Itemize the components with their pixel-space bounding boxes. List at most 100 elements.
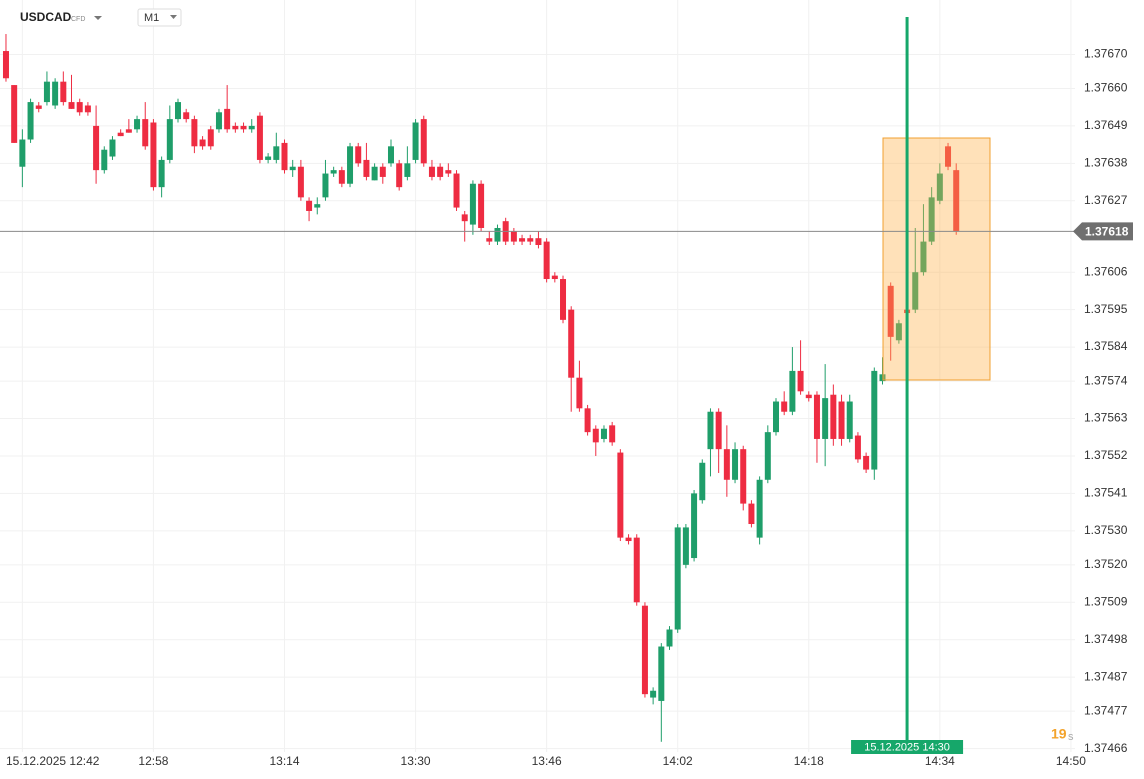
candle-body	[846, 401, 853, 439]
x-tick-label: 13:30	[401, 754, 431, 768]
candle-body	[781, 401, 788, 412]
candle-body	[150, 122, 157, 188]
candle-body	[658, 646, 665, 701]
x-tick-label: 14:02	[663, 754, 693, 768]
candle-body	[813, 394, 820, 439]
x-tick-label: 13:14	[269, 754, 299, 768]
y-tick-label: 1.37552	[1084, 448, 1128, 462]
candle-body	[478, 183, 485, 228]
candle-body	[600, 428, 607, 439]
candle-body	[84, 105, 91, 113]
candle-body	[592, 428, 599, 443]
candle-body	[920, 241, 927, 273]
candle-body	[125, 129, 132, 133]
candle-body	[27, 102, 34, 140]
candle-body	[428, 166, 435, 177]
candle-body	[469, 183, 476, 225]
candle-body	[2, 51, 9, 79]
candle-body	[134, 119, 141, 130]
candle-body	[240, 125, 247, 130]
y-tick-label: 1.37530	[1084, 523, 1128, 537]
candle-body	[117, 132, 124, 137]
candle-body	[420, 119, 427, 164]
y-tick-label: 1.37638	[1084, 156, 1128, 170]
candle-body	[109, 139, 116, 157]
candle-body	[412, 122, 419, 160]
candle-body	[519, 238, 526, 242]
candle-body	[609, 425, 616, 443]
candle-body	[322, 173, 329, 198]
candle-body	[568, 309, 575, 378]
axes: 1.37670 1.37660 1.37649 1.37638 1.37627 1.376…	[6, 47, 1133, 768]
candle-body	[863, 455, 870, 470]
candles	[2, 34, 960, 742]
candle-body	[404, 163, 411, 177]
candle-body	[789, 370, 796, 412]
candle-body	[494, 227, 501, 242]
candle-body	[289, 166, 296, 171]
candle-body	[232, 125, 239, 130]
candle-body	[527, 238, 534, 242]
candle-body	[674, 527, 681, 630]
candle-body	[805, 394, 812, 399]
candle-body	[912, 272, 919, 310]
candle-body	[396, 163, 403, 188]
timeframe[interactable]: M1	[144, 12, 159, 24]
x-tick-label: 14:50	[1056, 754, 1086, 768]
candle-body	[854, 435, 861, 460]
timeframe-box[interactable]	[137, 8, 182, 27]
symbol-type: CFD	[71, 16, 85, 23]
y-tick-label: 1.37466	[1084, 741, 1128, 755]
candle-body	[560, 279, 567, 320]
candle-body	[699, 462, 706, 501]
candle-body	[19, 139, 26, 167]
candle-body	[830, 394, 837, 439]
symbol-dropdown[interactable]	[94, 16, 102, 20]
y-tick-label: 1.37563	[1084, 411, 1128, 425]
y-tick-label: 1.37670	[1084, 47, 1128, 61]
candle-body	[363, 159, 370, 177]
candle-body	[191, 119, 198, 147]
candle-body	[740, 449, 747, 504]
y-tick-label: 1.37498	[1084, 632, 1128, 646]
candle-body	[166, 119, 173, 160]
candle-body	[715, 411, 722, 450]
candle-body	[297, 166, 304, 198]
y-tick-label: 1.37509	[1084, 594, 1128, 608]
candle-body	[576, 377, 583, 409]
candle-body	[314, 204, 321, 208]
candle-body	[35, 105, 42, 109]
candle-body	[691, 493, 698, 559]
candle-body	[879, 374, 886, 382]
candle-body	[822, 398, 829, 439]
x-tick-label: 13:46	[532, 754, 562, 768]
candle-body	[641, 605, 648, 695]
candle-body	[183, 112, 190, 120]
candle-body	[93, 125, 100, 171]
candle-body	[732, 449, 739, 480]
candle-body	[666, 629, 673, 647]
candle-body	[682, 527, 689, 565]
grid	[0, 0, 1075, 752]
event-marker-tag	[851, 740, 964, 754]
candle-body	[633, 537, 640, 603]
y-tick-label: 1.37487	[1084, 669, 1128, 683]
symbol[interactable]: USDCAD	[20, 10, 72, 24]
countdown-unit: s	[1068, 731, 1074, 743]
candle-body	[928, 197, 935, 242]
candle-body	[551, 275, 558, 280]
candle-body	[510, 231, 517, 242]
last-price-label: 1.37618	[1085, 225, 1129, 239]
countdown: 19	[1051, 726, 1067, 742]
candle-body	[76, 102, 83, 113]
candle-body	[797, 370, 804, 392]
candle-body	[625, 537, 632, 542]
candle-body	[650, 690, 657, 698]
x-tick-label: 12:58	[138, 754, 168, 768]
timeframe-dropdown[interactable]	[170, 15, 177, 19]
x-tick-label: 14:18	[794, 754, 824, 768]
y-tick-label: 1.37541	[1084, 486, 1128, 500]
x-tick-label: 15.12.2025 12:42	[6, 754, 100, 768]
last-price-tag	[1073, 222, 1133, 241]
